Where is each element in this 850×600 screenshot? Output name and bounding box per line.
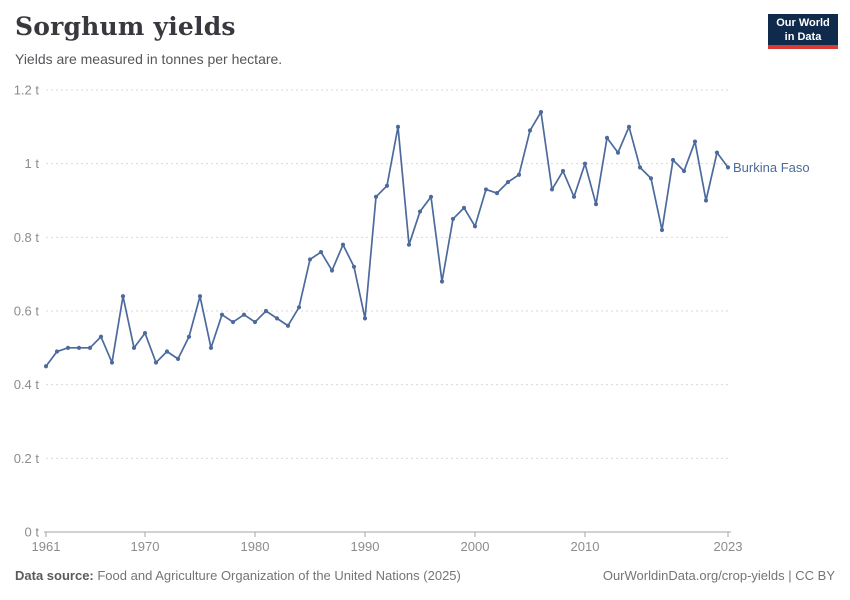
data-point[interactable] (263, 308, 269, 314)
x-axis-tick-label: 2010 (571, 539, 600, 554)
data-point[interactable] (560, 168, 566, 174)
x-axis-tick-label: 1980 (241, 539, 270, 554)
data-point[interactable] (538, 110, 544, 115)
data-point[interactable] (461, 205, 467, 210)
data-point[interactable] (65, 345, 71, 350)
owid-logo[interactable]: Our World in Data (768, 14, 838, 49)
data-point[interactable] (131, 345, 137, 350)
data-point[interactable] (659, 227, 665, 233)
data-point[interactable] (516, 172, 522, 177)
data-point[interactable] (318, 249, 324, 255)
data-point[interactable] (725, 165, 731, 170)
y-axis-tick-label: 0.4 t (14, 377, 40, 392)
series-end-label[interactable]: Burkina Faso (733, 160, 810, 175)
data-point[interactable] (593, 202, 599, 207)
data-point[interactable] (109, 360, 115, 365)
data-point[interactable] (329, 268, 335, 273)
data-point[interactable] (98, 334, 104, 339)
data-point[interactable] (186, 334, 192, 339)
data-point[interactable] (120, 294, 126, 299)
data-point[interactable] (428, 194, 434, 199)
data-point[interactable] (571, 194, 577, 199)
data-point[interactable] (274, 316, 280, 321)
data-point[interactable] (670, 157, 676, 163)
data-point[interactable] (307, 257, 313, 262)
data-point[interactable] (362, 316, 368, 321)
data-point[interactable] (582, 161, 588, 166)
data-point[interactable] (208, 345, 214, 350)
data-point[interactable] (164, 349, 170, 354)
y-axis-tick-label: 0.8 t (14, 230, 40, 245)
y-axis-tick-label: 0 t (25, 525, 40, 540)
data-point[interactable] (472, 224, 478, 229)
data-source-label: Data source: (15, 568, 94, 583)
chart-subtitle: Yields are measured in tonnes per hectar… (15, 51, 283, 67)
data-source-note: Data source: Food and Agriculture Organi… (15, 568, 461, 583)
x-axis-tick-label: 2000 (461, 539, 490, 554)
data-point[interactable] (219, 312, 225, 317)
x-axis-tick-label: 1970 (131, 539, 160, 554)
y-axis-tick-label: 1.2 t (14, 83, 40, 98)
data-point[interactable] (681, 168, 687, 174)
data-point[interactable] (637, 165, 643, 170)
data-point[interactable] (340, 242, 346, 247)
owid-logo-line2: in Data (784, 31, 822, 44)
data-point[interactable] (450, 216, 456, 222)
data-point[interactable] (417, 209, 423, 214)
page-title: Sorghum yields (15, 12, 236, 41)
data-point[interactable] (142, 331, 148, 336)
data-point[interactable] (648, 176, 654, 181)
data-point[interactable] (483, 187, 489, 192)
data-point[interactable] (197, 294, 203, 299)
y-axis-tick-label: 0.2 t (14, 451, 40, 466)
data-point[interactable] (87, 345, 93, 350)
data-point[interactable] (351, 264, 357, 269)
data-point[interactable] (549, 187, 555, 192)
data-point[interactable] (241, 312, 247, 317)
data-point[interactable] (604, 135, 610, 140)
x-axis-tick-label: 1961 (32, 539, 61, 554)
owid-license-link[interactable]: OurWorldinData.org/crop-yields | CC BY (602, 568, 835, 583)
data-source-text: Food and Agriculture Organization of the… (93, 568, 461, 583)
data-point[interactable] (373, 194, 379, 199)
data-point[interactable] (153, 360, 159, 365)
data-point[interactable] (615, 150, 621, 155)
data-point[interactable] (439, 279, 445, 284)
data-point[interactable] (692, 139, 698, 144)
data-point[interactable] (527, 128, 533, 133)
data-point[interactable] (395, 124, 401, 129)
y-axis-tick-label: 1 t (25, 156, 40, 171)
data-point[interactable] (54, 349, 60, 354)
data-point[interactable] (505, 179, 511, 185)
x-axis-tick-label: 1990 (351, 539, 380, 554)
data-point[interactable] (175, 356, 181, 361)
data-point[interactable] (714, 150, 720, 155)
data-point[interactable] (43, 364, 49, 369)
data-point[interactable] (76, 345, 82, 350)
data-point[interactable] (296, 305, 302, 310)
y-axis-tick-label: 0.6 t (14, 304, 40, 319)
owid-logo-line1: Our World (776, 17, 830, 29)
data-point[interactable] (384, 183, 390, 188)
data-point[interactable] (252, 319, 258, 325)
series-line[interactable] (45, 111, 729, 368)
data-point[interactable] (230, 319, 236, 325)
data-point[interactable] (703, 198, 709, 203)
data-point[interactable] (494, 191, 500, 196)
x-axis-tick-label: 2023 (714, 539, 743, 554)
data-point[interactable] (406, 242, 412, 247)
data-point[interactable] (626, 124, 632, 129)
data-point[interactable] (285, 323, 291, 328)
